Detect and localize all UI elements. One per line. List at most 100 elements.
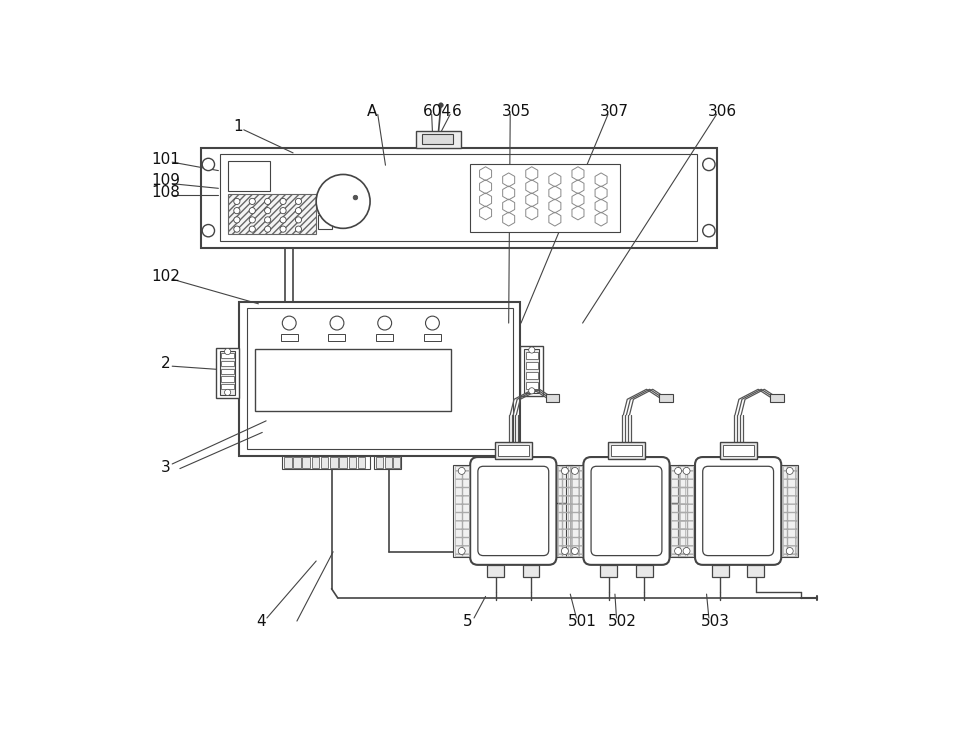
FancyBboxPatch shape <box>590 466 661 556</box>
Bar <box>348 457 356 468</box>
Text: 5: 5 <box>462 613 472 628</box>
Bar <box>328 334 345 341</box>
Bar <box>746 565 764 577</box>
Circle shape <box>457 548 465 554</box>
FancyBboxPatch shape <box>582 457 669 565</box>
Circle shape <box>202 224 214 237</box>
FancyBboxPatch shape <box>695 457 780 565</box>
Bar <box>769 394 784 402</box>
Circle shape <box>296 208 301 214</box>
Circle shape <box>224 389 231 396</box>
Circle shape <box>282 316 296 330</box>
Bar <box>329 457 337 468</box>
Bar <box>782 466 796 556</box>
Circle shape <box>528 347 534 353</box>
Circle shape <box>234 208 239 214</box>
Circle shape <box>249 226 255 232</box>
Text: A: A <box>366 104 376 119</box>
Bar <box>221 369 234 374</box>
Text: 1: 1 <box>233 119 242 134</box>
Bar <box>376 334 392 341</box>
Bar <box>557 466 571 556</box>
Circle shape <box>561 548 568 554</box>
Circle shape <box>786 468 793 474</box>
Text: 109: 109 <box>151 173 180 188</box>
Circle shape <box>329 316 344 330</box>
Bar <box>610 445 641 456</box>
Bar <box>677 465 695 557</box>
Bar <box>247 307 512 450</box>
Circle shape <box>280 198 286 204</box>
Bar <box>525 373 538 379</box>
Bar <box>339 457 347 468</box>
Bar <box>392 457 399 468</box>
Circle shape <box>296 217 301 223</box>
Bar <box>525 362 538 370</box>
Text: 6: 6 <box>451 104 460 119</box>
Bar <box>525 382 538 389</box>
Text: 503: 503 <box>700 613 729 628</box>
Bar <box>422 134 453 144</box>
Bar <box>281 456 370 470</box>
Circle shape <box>202 159 214 171</box>
Bar <box>293 457 300 468</box>
Circle shape <box>265 226 270 232</box>
Text: 604: 604 <box>422 104 452 119</box>
Text: 101: 101 <box>151 152 180 167</box>
Bar <box>556 465 573 557</box>
Text: 2: 2 <box>161 355 171 370</box>
Bar <box>376 457 383 468</box>
Circle shape <box>265 208 270 214</box>
Circle shape <box>425 316 439 330</box>
Bar <box>321 457 328 468</box>
Bar <box>385 457 391 468</box>
Text: 102: 102 <box>151 269 180 283</box>
Text: 305: 305 <box>501 104 530 119</box>
Bar <box>486 565 504 577</box>
Bar <box>423 334 441 341</box>
FancyBboxPatch shape <box>478 466 548 556</box>
Circle shape <box>296 226 301 232</box>
Circle shape <box>249 198 255 204</box>
Bar <box>671 466 684 556</box>
Text: 307: 307 <box>599 104 628 119</box>
Circle shape <box>316 174 370 228</box>
Circle shape <box>702 159 714 171</box>
Circle shape <box>561 468 568 474</box>
Circle shape <box>265 198 270 204</box>
Circle shape <box>249 208 255 214</box>
Bar <box>600 565 616 577</box>
Circle shape <box>280 208 286 214</box>
Bar <box>711 565 728 577</box>
Bar <box>201 147 716 248</box>
FancyBboxPatch shape <box>470 457 556 565</box>
Circle shape <box>280 226 286 232</box>
Circle shape <box>280 217 286 223</box>
Circle shape <box>528 387 534 394</box>
Bar <box>523 349 539 393</box>
Circle shape <box>353 195 358 200</box>
Bar <box>454 466 468 556</box>
Bar <box>373 456 400 470</box>
Text: 4: 4 <box>256 613 266 628</box>
Bar <box>416 131 460 147</box>
Circle shape <box>234 217 239 223</box>
Bar <box>221 376 234 381</box>
Circle shape <box>265 217 270 223</box>
Bar <box>494 441 531 459</box>
Circle shape <box>682 468 689 474</box>
Bar <box>228 194 316 234</box>
Circle shape <box>571 468 578 474</box>
Bar <box>780 465 797 557</box>
Bar <box>358 457 365 468</box>
Text: 306: 306 <box>707 104 736 119</box>
Circle shape <box>457 468 465 474</box>
Bar <box>254 349 451 411</box>
Bar <box>239 301 519 456</box>
Bar <box>525 352 538 359</box>
Bar <box>453 465 470 557</box>
Bar <box>220 351 235 395</box>
Circle shape <box>702 224 714 237</box>
Circle shape <box>438 103 443 108</box>
FancyBboxPatch shape <box>702 466 772 556</box>
